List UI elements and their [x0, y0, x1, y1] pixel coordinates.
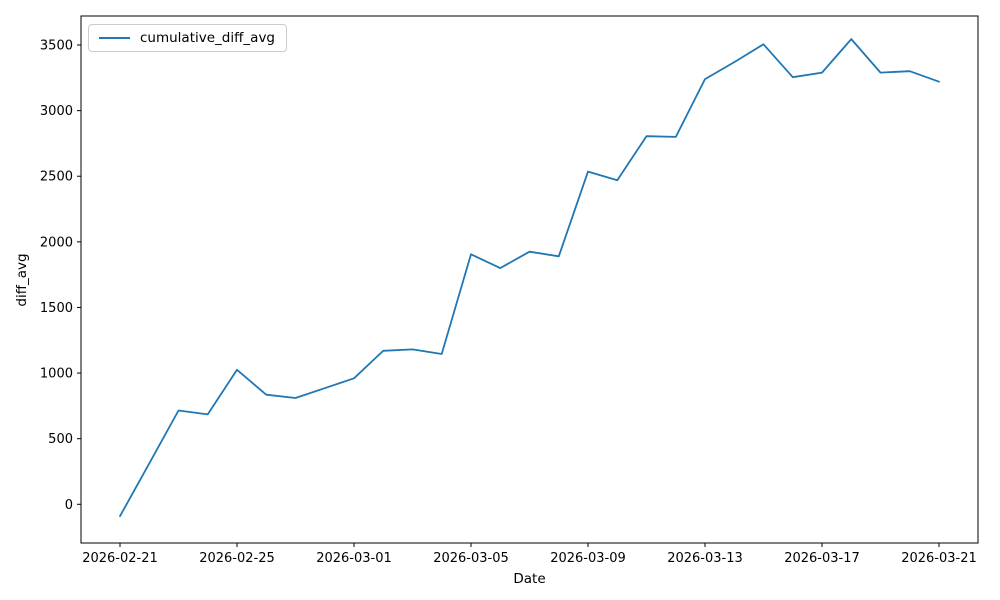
- legend-line-sample: [99, 37, 130, 39]
- y-tick-label: 3500: [40, 39, 73, 54]
- y-tick-label: 0: [65, 498, 73, 513]
- x-tick-label: 2026-03-05: [433, 551, 509, 566]
- legend: cumulative_diff_avg: [88, 24, 287, 52]
- plot-border: [80, 15, 979, 544]
- x-tick-label: 2026-03-17: [784, 551, 860, 566]
- x-axis-label: Date: [513, 571, 546, 587]
- series-line-cumulative-diff-avg: [119, 38, 940, 517]
- y-tick-label: 1500: [40, 301, 73, 316]
- x-tick-label: 2026-03-13: [667, 551, 743, 566]
- y-tick-label: 3000: [40, 104, 73, 119]
- y-tick-label: 2000: [40, 235, 73, 250]
- x-tick-label: 2026-02-25: [199, 551, 275, 566]
- x-tick-label: 2026-03-01: [316, 551, 392, 566]
- y-axis-label: diff_avg: [14, 253, 30, 307]
- x-tick-label: 2026-03-09: [550, 551, 626, 566]
- y-tick-label: 1000: [40, 367, 73, 382]
- legend-label: cumulative_diff_avg: [140, 30, 275, 46]
- x-tick-label: 2026-03-21: [901, 551, 977, 566]
- x-tick-label: 2026-02-21: [82, 551, 158, 566]
- y-tick-label: 2500: [40, 170, 73, 185]
- y-tick-label: 500: [48, 432, 73, 447]
